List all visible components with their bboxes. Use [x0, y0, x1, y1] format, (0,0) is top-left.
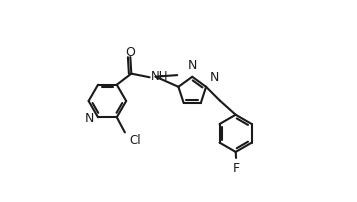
Text: N: N: [187, 59, 197, 72]
Text: N: N: [210, 71, 219, 84]
Text: O: O: [125, 46, 135, 59]
Text: Cl: Cl: [129, 134, 141, 147]
Text: F: F: [232, 162, 240, 175]
Text: NH: NH: [151, 70, 168, 83]
Text: N: N: [85, 112, 94, 125]
